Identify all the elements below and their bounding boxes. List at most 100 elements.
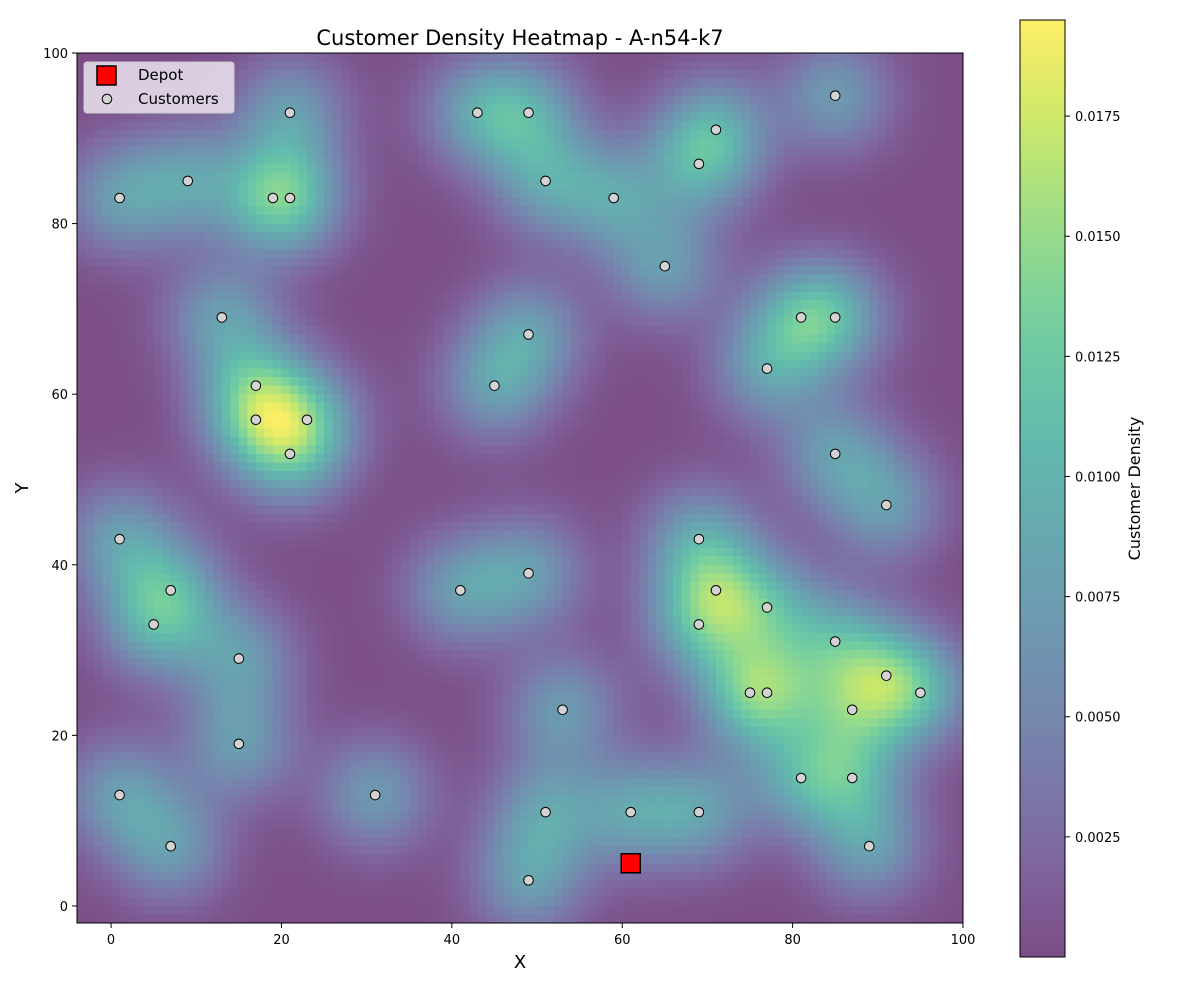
- heat-cell: [289, 453, 300, 464]
- heat-cell: [732, 180, 743, 191]
- heat-cell: [664, 180, 674, 191]
- heat-cell: [264, 453, 274, 464]
- heat-cell: [460, 360, 470, 370]
- heat-cell: [596, 138, 606, 148]
- heat-cell: [230, 215, 240, 225]
- heat-cell: [724, 180, 734, 191]
- heat-cell: [315, 121, 325, 131]
- heat-cell: [860, 428, 870, 438]
- heat-cell: [775, 155, 785, 165]
- heat-cell: [77, 343, 87, 353]
- heat-cell: [937, 104, 947, 114]
- heat-cell: [613, 240, 623, 250]
- heat-cell: [238, 368, 248, 378]
- heat-cell: [545, 351, 555, 361]
- heat-cell: [826, 198, 836, 208]
- heat-cell: [690, 419, 700, 429]
- heat-cell: [94, 53, 104, 63]
- heat-cell: [528, 206, 538, 216]
- heat-cell: [920, 87, 930, 97]
- heat-cell: [307, 172, 317, 182]
- heat-cell: [162, 274, 172, 284]
- heat-cell: [520, 402, 530, 412]
- heat-cell: [128, 198, 138, 208]
- heat-cell: [758, 317, 768, 327]
- heat-cell: [690, 360, 700, 370]
- heat-cell: [136, 53, 146, 63]
- heat-cell: [85, 351, 95, 361]
- heat-cell: [732, 453, 743, 464]
- heat-cell: [937, 274, 947, 284]
- heat-cell: [520, 428, 530, 438]
- heat-cell: [681, 70, 691, 80]
- heat-cell: [392, 257, 402, 267]
- heat-cell: [954, 87, 963, 97]
- heat-cell: [358, 394, 368, 404]
- heat-cell: [409, 436, 419, 446]
- heat-cell: [434, 428, 444, 438]
- heat-cell: [383, 155, 393, 165]
- heat-cell: [869, 411, 879, 421]
- heat-cell: [818, 308, 828, 319]
- heat-cell: [639, 257, 649, 267]
- heat-cell: [298, 411, 308, 421]
- heat-cell: [639, 180, 649, 191]
- heat-cell: [128, 180, 138, 191]
- heat-cell: [417, 266, 427, 276]
- heat-cell: [179, 249, 189, 259]
- heat-cell: [937, 300, 947, 310]
- heat-cell: [366, 377, 376, 387]
- heat-cell: [281, 402, 291, 412]
- heat-cell: [136, 189, 146, 199]
- heat-cell: [179, 215, 189, 225]
- heat-cell: [630, 334, 640, 344]
- heat-cell: [204, 325, 214, 336]
- heat-cell: [434, 104, 444, 114]
- heat-cell: [801, 249, 811, 259]
- heat-cell: [673, 172, 683, 182]
- heat-cell: [247, 343, 257, 353]
- heat-cell: [247, 232, 257, 242]
- heat-cell: [179, 53, 189, 63]
- heat-cell: [775, 377, 785, 387]
- heat-cell: [85, 53, 95, 63]
- heat-cell: [145, 453, 155, 464]
- heat-cell: [758, 61, 768, 71]
- heat-cell: [750, 87, 760, 97]
- heat-cell: [451, 146, 461, 156]
- heat-cell: [647, 53, 657, 63]
- heat-cell: [230, 453, 240, 464]
- heat-cell: [681, 163, 691, 174]
- heat-cell: [681, 411, 691, 421]
- heat-cell: [579, 138, 589, 148]
- heat-cell: [605, 394, 615, 404]
- heat-cell: [332, 266, 342, 276]
- heat-cell: [809, 232, 819, 242]
- heat-cell: [162, 172, 172, 182]
- heat-cell: [187, 411, 197, 421]
- heat-cell: [903, 240, 913, 250]
- heat-cell: [366, 266, 376, 276]
- heat-cell: [145, 436, 155, 446]
- heat-cell: [153, 360, 163, 370]
- heat-cell: [945, 240, 956, 250]
- heat-cell: [383, 436, 393, 446]
- heat-cell: [468, 445, 478, 455]
- heat-cell: [162, 240, 172, 250]
- heat-cell: [673, 146, 683, 156]
- heat-cell: [911, 360, 921, 370]
- heat-cell: [954, 249, 963, 259]
- heat-cell: [511, 95, 521, 105]
- heat-cell: [443, 266, 453, 276]
- heat-cell: [358, 112, 368, 122]
- heat-cell: [792, 360, 802, 370]
- heat-cell: [562, 317, 572, 327]
- heat-cell: [358, 146, 368, 156]
- heat-cell: [630, 146, 640, 156]
- heat-cell: [784, 206, 794, 216]
- heat-cell: [835, 95, 845, 105]
- heat-cell: [639, 61, 649, 71]
- heat-cell: [852, 61, 862, 71]
- heat-cell: [341, 172, 351, 182]
- heat-cell: [707, 445, 717, 455]
